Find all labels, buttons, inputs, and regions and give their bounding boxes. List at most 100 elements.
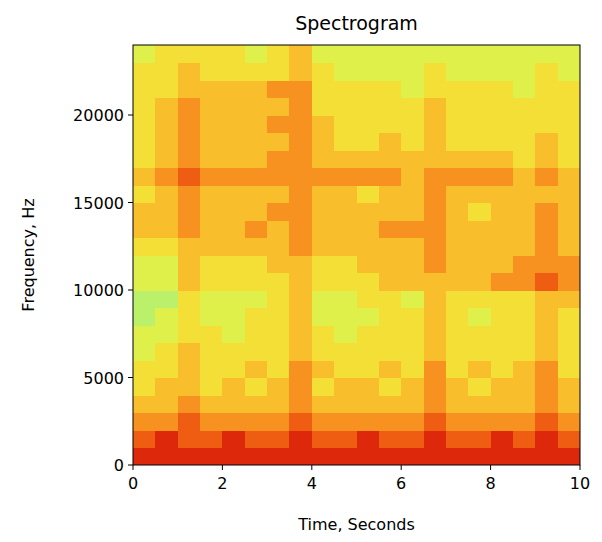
cell bbox=[289, 448, 312, 466]
cell bbox=[513, 273, 536, 291]
cell bbox=[401, 115, 424, 133]
cell bbox=[289, 308, 312, 326]
cell bbox=[401, 220, 424, 238]
cell bbox=[446, 308, 469, 326]
cell bbox=[178, 378, 201, 396]
cell bbox=[513, 203, 536, 221]
cell bbox=[267, 343, 290, 361]
cell bbox=[133, 255, 156, 273]
cell bbox=[267, 203, 290, 221]
cell bbox=[155, 255, 178, 273]
cell bbox=[468, 325, 491, 343]
cell bbox=[558, 238, 580, 256]
cell bbox=[267, 168, 290, 186]
cell bbox=[491, 238, 514, 256]
cell bbox=[133, 238, 156, 256]
cell bbox=[558, 395, 580, 413]
cell bbox=[334, 150, 357, 168]
cell bbox=[267, 63, 290, 81]
cell bbox=[446, 115, 469, 133]
cell bbox=[513, 115, 536, 133]
cell bbox=[155, 203, 178, 221]
cell bbox=[558, 150, 580, 168]
cell bbox=[222, 255, 245, 273]
cell bbox=[133, 168, 156, 186]
cell bbox=[424, 185, 447, 203]
cell bbox=[513, 150, 536, 168]
cell bbox=[245, 308, 268, 326]
cell bbox=[558, 185, 580, 203]
cell bbox=[513, 185, 536, 203]
cell bbox=[334, 448, 357, 466]
cell bbox=[357, 448, 380, 466]
cell bbox=[379, 203, 402, 221]
cell bbox=[312, 360, 335, 378]
cell bbox=[535, 273, 558, 291]
cell bbox=[491, 168, 514, 186]
cell bbox=[558, 360, 580, 378]
cell bbox=[312, 273, 335, 291]
cell bbox=[558, 63, 580, 81]
cell bbox=[178, 80, 201, 98]
cell bbox=[535, 290, 558, 308]
cell bbox=[401, 133, 424, 151]
cell bbox=[334, 98, 357, 116]
cell bbox=[401, 98, 424, 116]
cells bbox=[133, 45, 580, 465]
cell bbox=[379, 115, 402, 133]
cell bbox=[133, 185, 156, 203]
cell bbox=[155, 273, 178, 291]
cell bbox=[357, 185, 380, 203]
cell bbox=[535, 133, 558, 151]
cell bbox=[334, 413, 357, 431]
cell bbox=[155, 413, 178, 431]
cell bbox=[222, 150, 245, 168]
cell bbox=[289, 45, 312, 63]
cell bbox=[468, 255, 491, 273]
cell bbox=[312, 290, 335, 308]
cell bbox=[222, 133, 245, 151]
cell bbox=[178, 185, 201, 203]
cell bbox=[513, 80, 536, 98]
cell bbox=[289, 63, 312, 81]
cell bbox=[446, 360, 469, 378]
cell bbox=[491, 343, 514, 361]
cell bbox=[357, 238, 380, 256]
cell bbox=[401, 203, 424, 221]
cell bbox=[245, 360, 268, 378]
cell bbox=[513, 360, 536, 378]
cell bbox=[468, 290, 491, 308]
x-tick bbox=[311, 465, 312, 470]
cell bbox=[178, 203, 201, 221]
cell bbox=[289, 395, 312, 413]
title: Spectrogram bbox=[295, 12, 418, 34]
cell bbox=[513, 255, 536, 273]
cell bbox=[357, 255, 380, 273]
cell bbox=[222, 378, 245, 396]
cell bbox=[267, 290, 290, 308]
cell bbox=[446, 133, 469, 151]
cell bbox=[178, 168, 201, 186]
cell bbox=[446, 448, 469, 466]
cell bbox=[245, 150, 268, 168]
cell bbox=[357, 290, 380, 308]
cell bbox=[357, 413, 380, 431]
y-tick bbox=[128, 115, 133, 116]
cell bbox=[222, 395, 245, 413]
cell bbox=[312, 238, 335, 256]
cell bbox=[424, 378, 447, 396]
cell bbox=[133, 343, 156, 361]
y-tick-label: 20000 bbox=[73, 106, 124, 125]
cell bbox=[357, 325, 380, 343]
cell bbox=[535, 45, 558, 63]
cell bbox=[267, 98, 290, 116]
cell bbox=[446, 185, 469, 203]
cell bbox=[155, 115, 178, 133]
cell bbox=[424, 220, 447, 238]
cell bbox=[379, 378, 402, 396]
cell bbox=[222, 273, 245, 291]
cell bbox=[267, 80, 290, 98]
y-tick bbox=[128, 202, 133, 203]
cell bbox=[535, 255, 558, 273]
cell bbox=[446, 98, 469, 116]
